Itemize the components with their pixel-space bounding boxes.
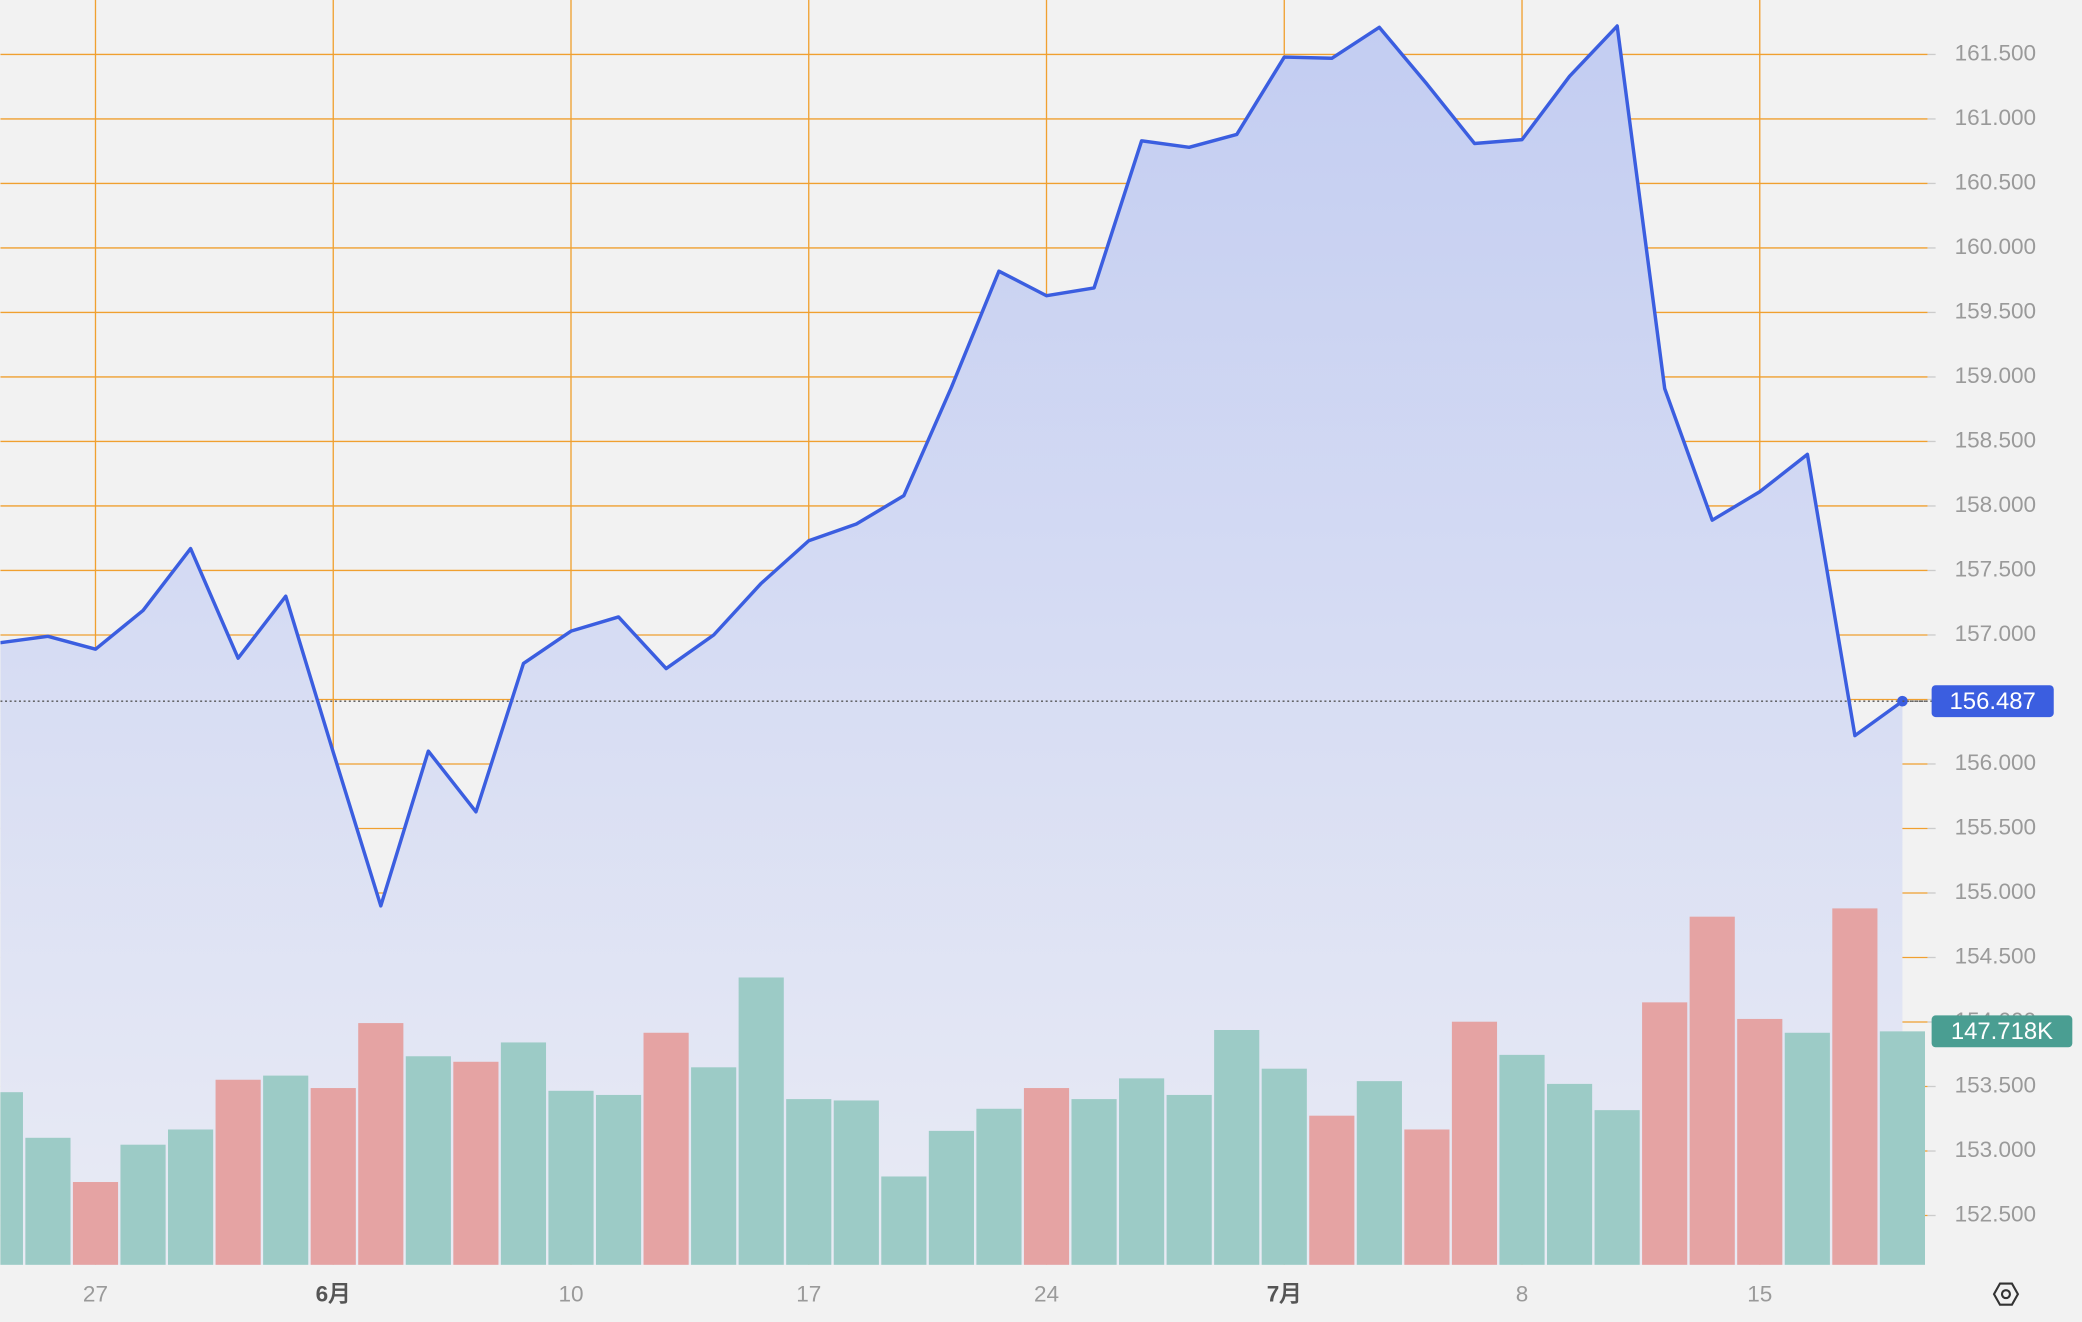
volume-bar: [833, 1100, 879, 1265]
y-tick-label: 158.000: [1955, 492, 2037, 517]
y-tick-label: 158.500: [1955, 427, 2037, 452]
y-tick-label: 154.500: [1955, 943, 2037, 968]
volume-bar: [738, 977, 784, 1265]
volume-bar: [1546, 1083, 1593, 1265]
volume-bar: [358, 1023, 404, 1265]
x-tick-label: 24: [1034, 1281, 1059, 1306]
axis-layer: 152.500153.000153.500154.000154.500155.0…: [83, 40, 2073, 1306]
y-tick-label: 157.500: [1955, 556, 2037, 581]
volume-bar: [786, 1099, 832, 1265]
volume-bar: [1642, 1002, 1688, 1265]
volume-badge: [1931, 1015, 2073, 1048]
volume-bar: [881, 1176, 927, 1265]
volume-bar: [1451, 1021, 1498, 1265]
volume-bar: [310, 1088, 356, 1265]
volume-bar: [928, 1130, 974, 1265]
price-badge-label: 156.487: [1950, 688, 2036, 715]
x-tick-label: 17: [796, 1281, 821, 1306]
y-tick-label: 152.500: [1955, 1201, 2037, 1226]
volume-bar: [1166, 1094, 1212, 1265]
x-tick-label: 6月: [316, 1281, 351, 1306]
y-tick-label: 153.000: [1955, 1137, 2037, 1162]
x-tick-label: 7月: [1267, 1281, 1302, 1306]
y-tick-label: 161.500: [1955, 40, 2037, 65]
volume-bar: [691, 1067, 737, 1265]
volume-bar: [643, 1032, 689, 1265]
volume-bar: [453, 1061, 499, 1265]
y-tick-label: 160.000: [1955, 234, 2037, 259]
volume-bar: [1499, 1054, 1545, 1265]
price-badge: [1931, 685, 2054, 718]
volume-bar: [1737, 1018, 1783, 1265]
volume-bar: [1689, 916, 1735, 1265]
x-tick-label: 10: [558, 1281, 583, 1306]
volume-bar: [595, 1094, 642, 1265]
volume-bar: [976, 1108, 1022, 1265]
y-tick-label: 153.500: [1955, 1072, 2037, 1097]
volume-bar: [1214, 1029, 1260, 1265]
volume-bar: [1356, 1081, 1402, 1265]
volume-bar: [263, 1075, 309, 1265]
volume-badge-label: 147.718K: [1951, 1018, 2053, 1045]
volume-bar: [168, 1129, 214, 1265]
plot-layer: [0, 24, 1928, 1265]
x-tick-label: 27: [83, 1281, 108, 1306]
y-tick-label: 161.000: [1955, 105, 2037, 130]
y-tick-label: 160.500: [1955, 169, 2037, 194]
volume-bar: [25, 1137, 71, 1265]
volume-bar: [1309, 1115, 1355, 1265]
x-tick-label: 15: [1747, 1281, 1772, 1306]
volume-bar: [1784, 1032, 1830, 1265]
y-tick-label: 155.500: [1955, 814, 2037, 839]
y-tick-label: 159.000: [1955, 363, 2037, 388]
volume-bar: [1832, 908, 1878, 1265]
volume-bar: [120, 1144, 166, 1265]
volume-bar: [1261, 1068, 1307, 1265]
x-tick-label: 8: [1516, 1281, 1529, 1306]
y-tick-label: 156.000: [1955, 750, 2037, 775]
y-tick-label: 159.500: [1955, 298, 2037, 323]
volume-bar: [1119, 1078, 1165, 1265]
volume-bar: [0, 1092, 23, 1265]
volume-bar: [1071, 1099, 1117, 1265]
volume-bar: [405, 1056, 451, 1265]
volume-bar: [548, 1090, 594, 1265]
price-line: [0, 24, 1904, 908]
volume-bar: [1594, 1110, 1640, 1265]
y-tick-label: 157.000: [1955, 621, 2037, 646]
volume-bar: [1879, 1031, 1926, 1265]
volume-bar: [72, 1182, 119, 1265]
y-tick-label: 155.000: [1955, 879, 2037, 904]
area: [0, 26, 1903, 1265]
volume-bar: [500, 1042, 547, 1265]
volume-bar: [215, 1079, 261, 1265]
volume-bar: [1404, 1129, 1450, 1265]
volume-bar: [1023, 1088, 1070, 1265]
settings-icon[interactable]: [1992, 1282, 2020, 1306]
